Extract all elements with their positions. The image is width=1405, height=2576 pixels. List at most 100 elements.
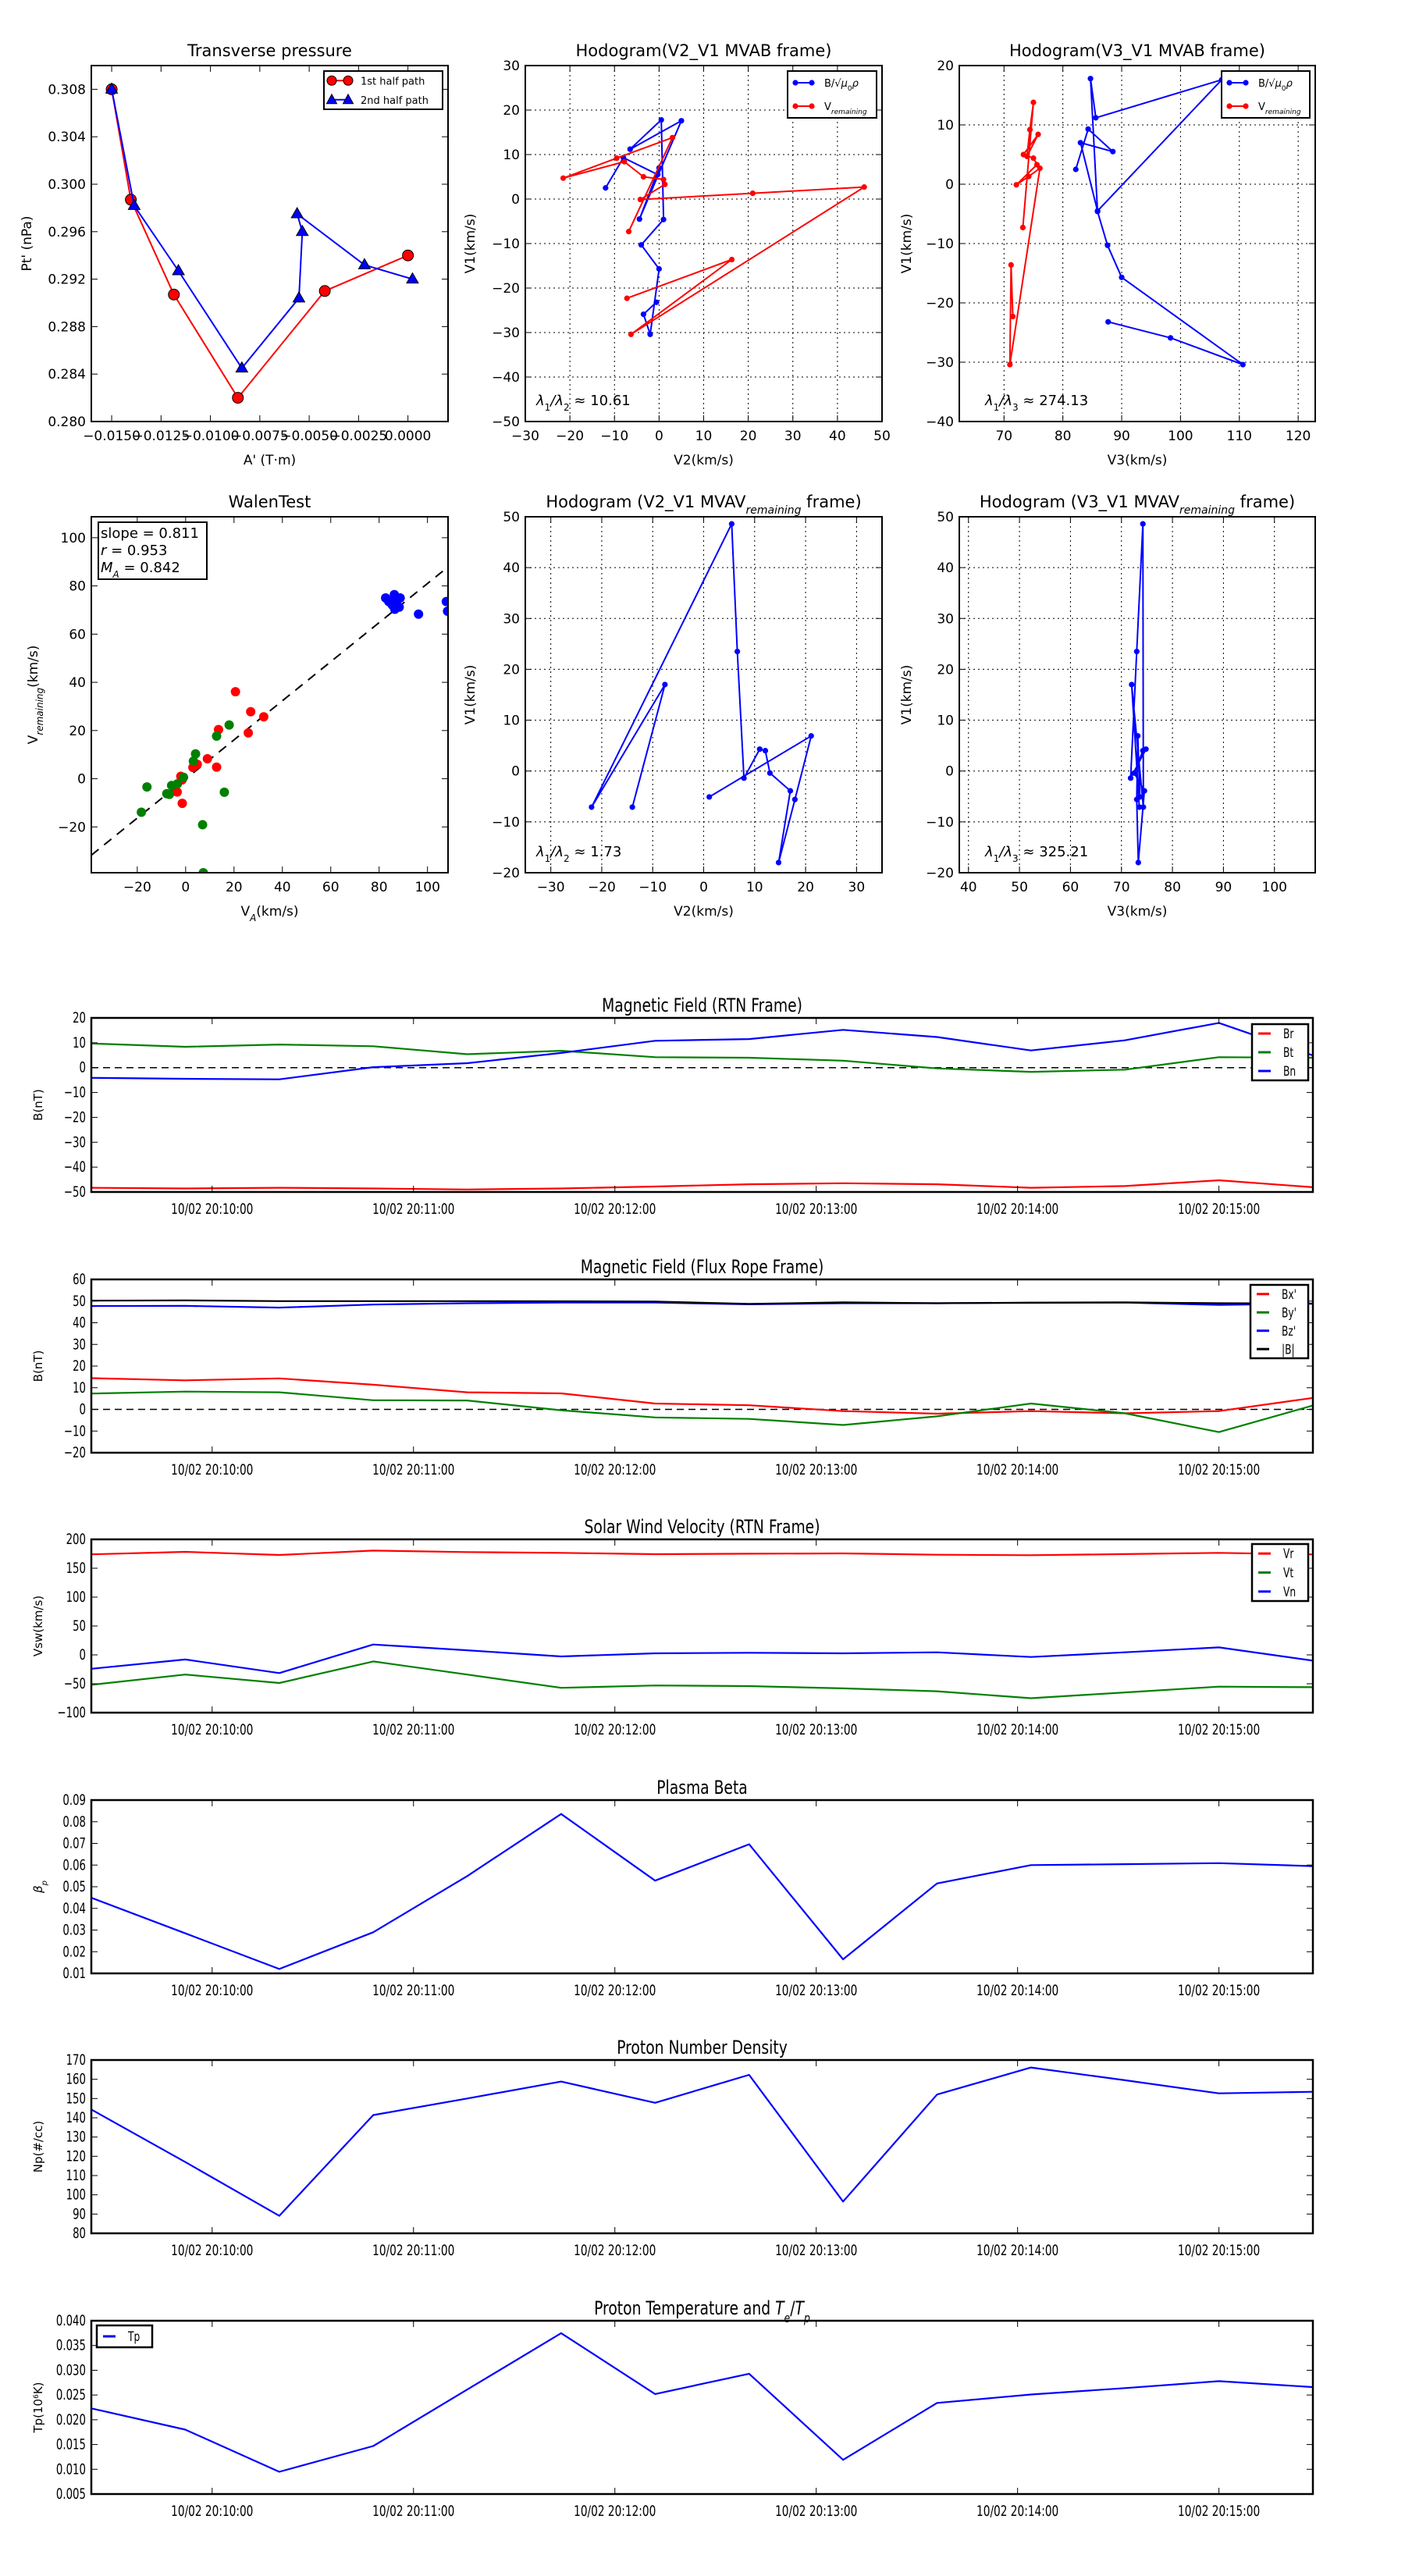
data-point-dot	[1140, 748, 1146, 754]
x-tick-label: 10/02 20:14:00	[976, 1982, 1058, 1999]
data-point-dot	[658, 116, 664, 123]
legend: B/√μ0ρ Vremaining	[1221, 70, 1311, 119]
x-tick-label: 10/02 20:15:00	[1178, 1201, 1260, 1218]
chart-panel-1: Hodogram(V2_V1 MVAB frame) −30 −20 −10 0 10 20…	[463, 41, 891, 468]
data-point-dot	[1136, 804, 1143, 810]
series-line-0	[1075, 77, 1244, 365]
legend-label: Br	[1283, 1026, 1293, 1042]
data-point-triangle	[105, 82, 119, 94]
y-tick-label: −30	[64, 1133, 86, 1151]
chart-panel-4: Hodogram (V2_V1 MVAVremaining frame) −30 −…	[463, 493, 883, 920]
y-tick-label: 0	[80, 1059, 87, 1076]
data-point-dot	[1013, 182, 1019, 188]
y-tick-label: −50	[64, 1183, 86, 1201]
x-tick-label: 10/02 20:12:00	[574, 1461, 656, 1478]
x-tick-label: 10/02 20:10:00	[171, 1201, 253, 1218]
legend-label: 2nd half path	[361, 95, 429, 107]
legend-label: Vremaining	[824, 101, 867, 116]
data-point-dot	[1140, 804, 1147, 810]
x-tick-label: 20	[226, 880, 243, 895]
y-tick-label: −10	[64, 1422, 86, 1439]
plot-area	[91, 566, 448, 873]
series-line-0	[111, 89, 408, 399]
legend-label: B/√μ0ρ	[824, 78, 859, 93]
x-tick-label: 90	[1113, 429, 1130, 444]
y-tick-label: 30	[503, 611, 520, 627]
x-tick-label: 10/02 20:15:00	[1178, 2242, 1260, 2259]
data-point-dot	[728, 256, 735, 263]
legend-label: Bx'	[1282, 1287, 1297, 1303]
data-point-dot	[767, 770, 773, 776]
x-tick-label: 10/02 20:15:00	[1178, 1461, 1260, 1478]
y-tick-label: −40	[64, 1158, 86, 1176]
y-tick-label: −20	[64, 1108, 86, 1126]
chart-title: Magnetic Field (RTN Frame)	[602, 994, 802, 1016]
chart-panel-7: Magnetic Field (Flux Rope Frame) 10/02 20…	[31, 1256, 1314, 1478]
y-axis-label: B(nT)	[31, 1350, 45, 1382]
y-tick-label: 0.03	[62, 1922, 86, 1939]
x-tick-label: 100	[414, 880, 439, 895]
x-tick-label: 0	[699, 880, 708, 895]
data-point-dot	[1104, 242, 1111, 248]
x-tick-label: 10/02 20:13:00	[775, 1721, 857, 1738]
legend: Vr Vt Vn	[1250, 1542, 1310, 1603]
y-tick-label: 150	[66, 1560, 86, 1577]
y-tick-label: −10	[926, 815, 954, 831]
data-point-triangle	[235, 361, 249, 373]
data-point-dot	[808, 733, 814, 739]
data-point-dot	[636, 216, 642, 222]
data-point-dot	[1030, 155, 1037, 162]
data-point-dot	[791, 796, 798, 802]
chart-title: Hodogram(V3_V1 MVAB frame)	[1009, 41, 1265, 61]
data-point-dot	[1140, 521, 1146, 527]
data-point-scatter	[258, 712, 269, 722]
chart-panel-2: Hodogram(V3_V1 MVAB frame)70 80 90 100 110 12…	[899, 41, 1316, 468]
x-tick-label: 10/02 20:11:00	[372, 1982, 454, 1999]
y-tick-label: 0.025	[56, 2386, 86, 2403]
y-tick-label: −20	[58, 820, 86, 835]
y-tick-label: −20	[926, 866, 954, 881]
y-tick-label: 160	[66, 2071, 86, 2088]
y-axis-label: V1(km/s)	[463, 665, 478, 725]
legend-marker-dot	[1226, 80, 1232, 86]
y-axis-label: V1(km/s)	[899, 214, 915, 274]
data-point-triangle	[406, 272, 419, 284]
chart-panel-5: Hodogram (V3_V1 MVAVremaining frame) 40 50…	[899, 493, 1316, 920]
legend-marker-circle	[326, 75, 337, 86]
data-point-triangle	[172, 263, 185, 276]
walen-stat-line: slope = 0.811	[101, 525, 199, 542]
chart-title: WalenTest	[229, 493, 311, 511]
x-tick-label: 10/02 20:14:00	[976, 1461, 1058, 1478]
y-tick-label: 0	[945, 177, 954, 193]
data-point-dot	[756, 746, 763, 753]
y-tick-label: 0.288	[48, 319, 86, 335]
y-tick-label: 20	[503, 103, 520, 119]
y-tick-label: 140	[66, 2109, 86, 2126]
legend-label: Bt	[1283, 1045, 1293, 1061]
data-point-dot	[787, 788, 794, 794]
y-tick-label: 170	[66, 2051, 86, 2069]
data-point-dot	[662, 681, 668, 688]
legend: 1st half path 2nd half path	[323, 70, 443, 110]
x-tick-label: −20	[556, 429, 584, 444]
x-tick-label: 40	[829, 429, 846, 444]
legend-label: Bz'	[1282, 1324, 1296, 1340]
y-tick-label: 100	[66, 2186, 86, 2204]
y-tick-label: 0.01	[62, 1965, 86, 1982]
x-tick-label: 10/02 20:10:00	[171, 1721, 253, 1738]
data-point-dot	[1024, 153, 1030, 159]
plot-area	[91, 2066, 1313, 2217]
y-tick-label: −10	[492, 237, 520, 252]
x-axis-label: V2(km/s)	[674, 904, 734, 920]
y-tick-label: 10	[937, 118, 954, 133]
x-tick-label: 100	[1168, 429, 1193, 444]
axes-frame	[90, 2058, 1314, 2235]
x-tick-label: 10/02 20:10:00	[171, 2242, 253, 2259]
x-tick-label: −0.0075	[231, 429, 289, 444]
x-tick-label: 10	[746, 880, 763, 895]
x-tick-label: 70	[1113, 880, 1130, 895]
y-tick-label: 0.300	[48, 177, 86, 193]
chart-title: Magnetic Field (Flux Rope Frame)	[581, 1256, 824, 1278]
data-point-dot	[1033, 162, 1040, 168]
y-tick-label: 30	[937, 611, 954, 627]
